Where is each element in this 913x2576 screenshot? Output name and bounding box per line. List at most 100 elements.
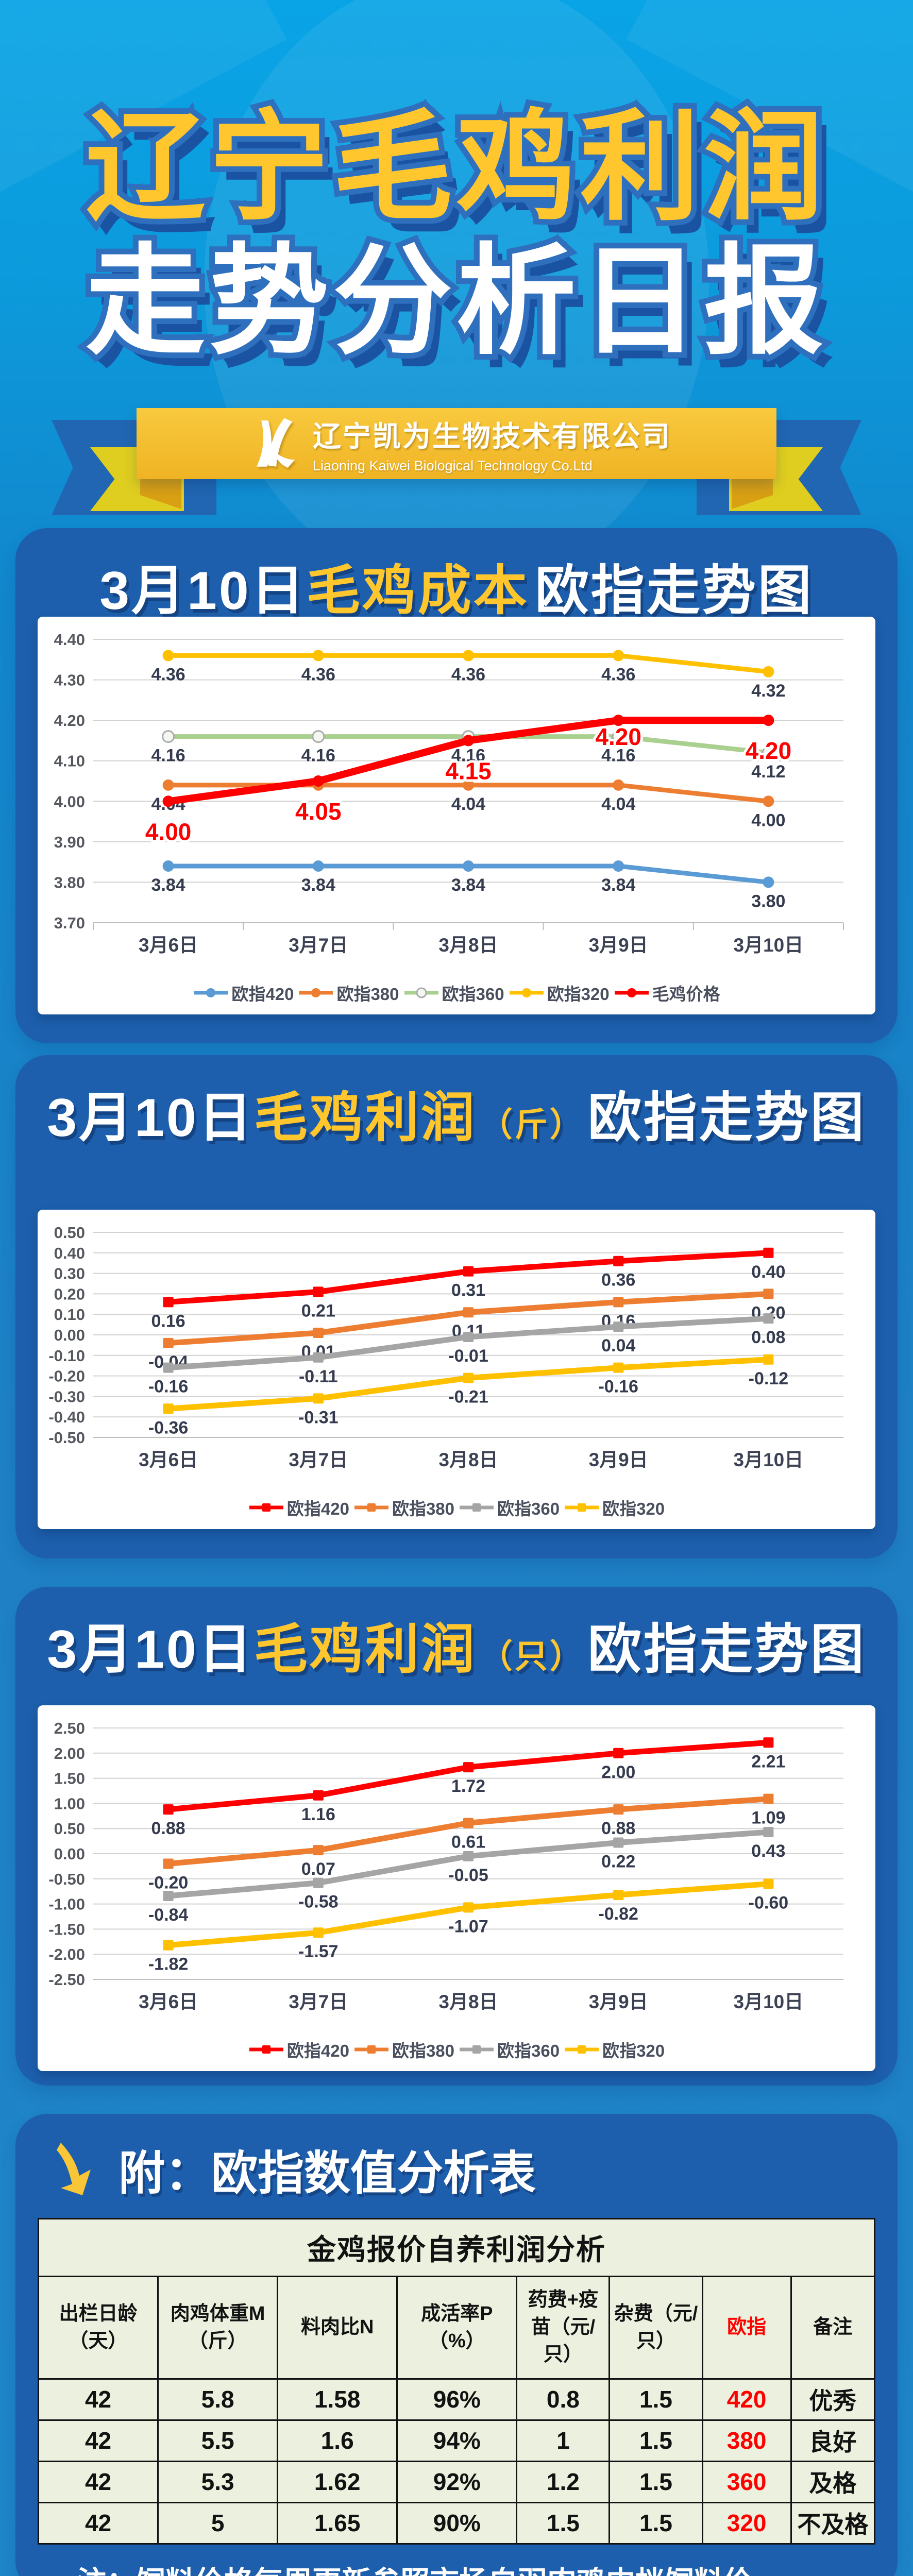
svg-text:-0.16: -0.16 [598, 1377, 638, 1397]
svg-text:3月9日: 3月9日 [589, 1991, 648, 2012]
legend-item: 欧指380 [353, 2037, 454, 2062]
svg-text:0.10: 0.10 [54, 1306, 85, 1324]
svg-text:3月8日: 3月8日 [438, 1991, 498, 2012]
legend-swatch-icon [299, 988, 333, 997]
svg-text:-0.11: -0.11 [299, 1367, 338, 1386]
svg-text:-0.16: -0.16 [148, 1377, 189, 1397]
legend-swatch-icon [249, 1503, 283, 1512]
svg-text:3.84: 3.84 [451, 875, 485, 895]
svg-text:4.20: 4.20 [595, 723, 641, 750]
table-cell: 42 [37, 2419, 159, 2462]
svg-text:3月8日: 3月8日 [438, 1449, 498, 1470]
table-cell: 90% [396, 2501, 518, 2545]
table-cell: 42 [37, 2378, 159, 2421]
svg-text:3.84: 3.84 [301, 875, 335, 895]
legend-item: 欧指320 [564, 1495, 665, 1520]
table-cell: 良好 [790, 2419, 876, 2462]
svg-text:4.30: 4.30 [54, 671, 85, 689]
legend-swatch-icon [509, 988, 544, 997]
svg-text:4.12: 4.12 [751, 762, 785, 782]
legend-swatch-icon [565, 1503, 599, 1512]
svg-text:0.40: 0.40 [751, 1262, 785, 1282]
legend-item: 欧指320 [509, 980, 610, 1005]
svg-text:4.20: 4.20 [746, 737, 792, 764]
cost-chart-plot: 4.40 4.30 4.20 4.10 4.00 3.90 3.80 3.70 3月6日 3月7日… [54, 631, 844, 956]
svg-text:-0.50: -0.50 [48, 1429, 85, 1447]
svg-text:-0.20: -0.20 [148, 1873, 189, 1893]
table-title: 金鸡报价自养利润分析 [38, 2218, 875, 2277]
table-header: 肉鸡体重M（斤） [157, 2276, 279, 2380]
svg-text:0.07: 0.07 [301, 1859, 335, 1879]
table-cell: 1.58 [277, 2378, 398, 2421]
cost-chart-card: 4.40 4.30 4.20 4.10 4.00 3.90 3.80 3.70 3月6日 3月7日… [38, 617, 875, 1014]
profit-bird-chart-card: 2.50 2.00 1.50 1.00 0.50 0.00 -0.50 -1.00 -1.50 -… [38, 1705, 875, 2071]
svg-text:1.50: 1.50 [54, 1770, 85, 1788]
table-cell: 42 [37, 2460, 159, 2503]
legend-swatch-icon [404, 987, 438, 998]
table-header: 备注 [790, 2276, 876, 2380]
table-cell: 及格 [790, 2460, 876, 2503]
svg-text:3月10日: 3月10日 [734, 1449, 804, 1470]
svg-text:3月6日: 3月6日 [139, 1449, 198, 1470]
table-cell: 5.5 [157, 2419, 279, 2462]
svg-text:0.43: 0.43 [751, 1841, 785, 1861]
analysis-table: 金鸡报价自养利润分析 出栏日龄（天） 肉鸡体重M（斤） 料肉比N 成活率P（%） 药费+疫… [37, 2218, 876, 2545]
table-cell: 1.6 [277, 2419, 398, 2462]
legend-item: 毛鸡价格 [614, 980, 720, 1005]
svg-text:0.61: 0.61 [451, 1832, 485, 1852]
header: 辽宁毛鸡利润 走势分析日报 [0, 101, 913, 369]
table-cell: 1.62 [277, 2460, 398, 2503]
legend-item: 欧指320 [564, 2037, 665, 2062]
svg-text:4.04: 4.04 [451, 794, 485, 814]
svg-text:2.50: 2.50 [54, 1719, 85, 1737]
profit-bird-chart-plot: 2.50 2.00 1.50 1.00 0.50 0.00 -0.50 -1.00 -1.50 -… [48, 1719, 843, 2012]
svg-text:0.31: 0.31 [451, 1281, 485, 1300]
svg-text:0.88: 0.88 [151, 1819, 185, 1838]
svg-text:-0.84: -0.84 [148, 1905, 189, 1925]
table-cell: 5.3 [157, 2460, 279, 2503]
svg-text:3.70: 3.70 [54, 914, 85, 932]
svg-text:3.90: 3.90 [54, 833, 85, 851]
table-cell: 5.8 [157, 2378, 279, 2421]
table-cell: 1.2 [516, 2460, 611, 2503]
table-row: 42 5.8 1.58 96% 0.8 1.5 420 优秀 [37, 2378, 876, 2421]
svg-text:0.00: 0.00 [54, 1326, 85, 1344]
svg-text:4.15: 4.15 [445, 757, 492, 784]
svg-text:-0.40: -0.40 [48, 1408, 85, 1426]
svg-text:4.05: 4.05 [295, 798, 342, 825]
svg-text:4.20: 4.20 [746, 737, 792, 764]
svg-text:4.15: 4.15 [445, 757, 492, 784]
svg-text:-0.05: -0.05 [448, 1866, 488, 1885]
table-cell: 92% [396, 2460, 518, 2503]
svg-text:3月10日: 3月10日 [734, 1991, 804, 2012]
svg-text:4.10: 4.10 [54, 752, 85, 770]
svg-text:1.72: 1.72 [451, 1776, 485, 1796]
legend-swatch-icon [354, 1503, 388, 1512]
svg-text:4.32: 4.32 [751, 681, 785, 701]
svg-text:0.16: 0.16 [151, 1311, 185, 1331]
svg-text:4.16: 4.16 [301, 746, 335, 766]
table-cell: 42 [37, 2501, 159, 2545]
svg-text:1.16: 1.16 [301, 1805, 335, 1824]
svg-text:0.22: 0.22 [601, 1852, 635, 1872]
legend-item: 欧指360 [403, 980, 504, 1005]
table-cell: 1.5 [608, 2460, 703, 2503]
svg-text:-0.82: -0.82 [598, 1904, 638, 1924]
svg-text:-0.12: -0.12 [749, 1369, 789, 1388]
table-cell: 380 [701, 2419, 792, 2462]
svg-text:4.16: 4.16 [151, 746, 185, 766]
attachment-heading: 附：欧指数值分析表 [119, 2148, 536, 2199]
company-name-en: Liaoning Kaiwei Biological Technology Co… [312, 458, 593, 473]
svg-text:-1.07: -1.07 [448, 1917, 488, 1936]
svg-text:-0.01: -0.01 [448, 1346, 488, 1366]
svg-text:3.80: 3.80 [54, 873, 85, 891]
svg-text:-0.60: -0.60 [749, 1893, 789, 1913]
svg-text:4.36: 4.36 [601, 665, 635, 684]
legend-swatch-icon [354, 2045, 388, 2054]
table-cell: 优秀 [790, 2378, 876, 2421]
section-cost-chart: 3月10日毛鸡成本 欧指走势图 4.40 4.30 4.20 4.10 4.00 3.90 3… [15, 528, 898, 1043]
company-banner: 辽宁凯为生物技术有限公司 Liaoning Kaiwei Biological … [137, 408, 776, 479]
svg-text:-0.10: -0.10 [48, 1347, 85, 1365]
svg-text:3.80: 3.80 [751, 891, 785, 911]
